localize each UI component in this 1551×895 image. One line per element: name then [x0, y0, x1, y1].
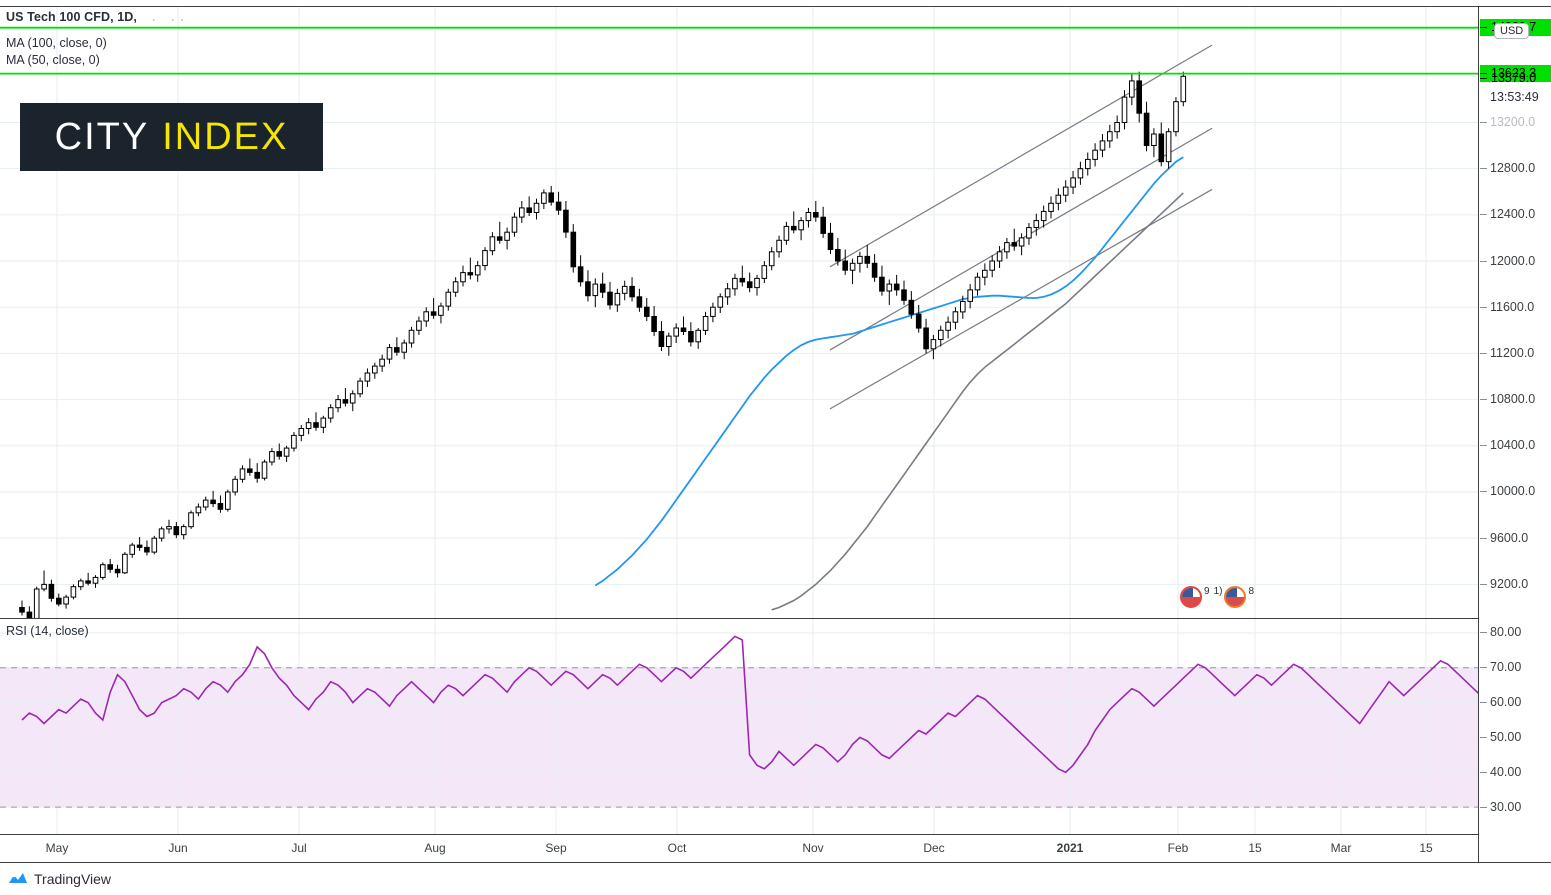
rsi-tick: –60.00 [1480, 695, 1522, 710]
tradingview-label: TradingView [34, 871, 112, 887]
time-tick: Feb [1167, 841, 1189, 855]
event-marker-group-1[interactable]: 9 1) [1180, 586, 1224, 608]
rsi-tick: –40.00 [1480, 764, 1522, 779]
time-tick: Jul [291, 841, 307, 855]
rsi-chart-canvas [0, 619, 1478, 834]
time-tick: 15 [1248, 841, 1262, 855]
rsi-tick: –50.00 [1480, 729, 1522, 744]
event-marker-count-3: 8 [1248, 586, 1255, 597]
rsi-tick: –30.00 [1480, 799, 1522, 814]
price-tick: –10400.0 [1480, 438, 1536, 453]
us-flag-icon[interactable] [1224, 586, 1247, 608]
tradingview-watermark[interactable]: TradingView [8, 868, 111, 890]
us-flag-icon[interactable] [1180, 586, 1202, 608]
currency-badge[interactable]: USD [1494, 23, 1530, 39]
time-tick: Jun [168, 841, 188, 855]
rsi-legend[interactable]: RSI (14, close) [6, 624, 89, 638]
price-scale-axis[interactable]: USD –1. –13200.0–12800.0–12400.0–12000.0… [1478, 7, 1551, 619]
city-index-logo: CITY INDEX [20, 103, 323, 171]
price-tick: –12800.0 [1480, 161, 1536, 176]
rsi-tick: –80.00 [1480, 625, 1522, 640]
time-tick: Oct [667, 841, 687, 855]
countdown-timer: 13:53:49 [1490, 88, 1551, 106]
event-marker-group-2[interactable]: 8 [1224, 586, 1256, 608]
time-scale-axis[interactable]: May Jun Jul Aug Sep Oct Nov Dec 2021 Feb 15 Mar 15 [0, 835, 1478, 863]
logo-word-index: INDEX [162, 115, 289, 158]
rsi-indicator-pane[interactable] [0, 619, 1478, 835]
price-tick: –10800.0 [1480, 392, 1536, 407]
time-tick: Aug [424, 841, 446, 855]
price-tick: –13200.0 [1480, 114, 1536, 129]
time-tick: Mar [1330, 841, 1352, 855]
time-tick: Dec [923, 841, 945, 855]
price-tick: –9200.0 [1480, 576, 1529, 591]
event-marker-count-1: 9 [1204, 586, 1210, 597]
rsi-tick: –70.00 [1480, 660, 1522, 675]
price-tick: –11600.0 [1480, 299, 1535, 314]
price-tag-support[interactable]: –13623.3 [1480, 65, 1551, 83]
time-tick: 2021 [1056, 841, 1084, 855]
rsi-scale-axis[interactable]: –80.00 –70.00 –60.00 –50.00 –40.00 –30.00 [1478, 619, 1551, 835]
time-tick: May [45, 841, 69, 855]
economic-event-markers[interactable]: 9 1) 8 [1180, 584, 1256, 610]
price-tick: –12000.0 [1480, 253, 1536, 268]
time-tick: Nov [802, 841, 824, 855]
logo-word-city: CITY [54, 115, 150, 158]
tradingview-logo-icon [9, 872, 27, 883]
event-marker-count-2: 1) [1213, 586, 1223, 597]
price-tick: –10000.0 [1480, 484, 1536, 499]
price-chart-canvas [0, 7, 1478, 618]
price-tick: –9600.0 [1480, 530, 1529, 545]
time-tick: 15 [1419, 841, 1433, 855]
price-chart-pane[interactable] [0, 7, 1478, 619]
price-tick: –12400.0 [1480, 207, 1536, 222]
price-tick: –11200.0 [1480, 345, 1535, 360]
time-axis-corner [1478, 835, 1551, 863]
chart-symbol-legend-faded: . .. [152, 10, 190, 24]
last-price-label[interactable]: –13579.0 [1480, 71, 1537, 86]
time-tick: Sep [545, 841, 567, 855]
top-toolbar-strip[interactable] [0, 0, 1551, 7]
